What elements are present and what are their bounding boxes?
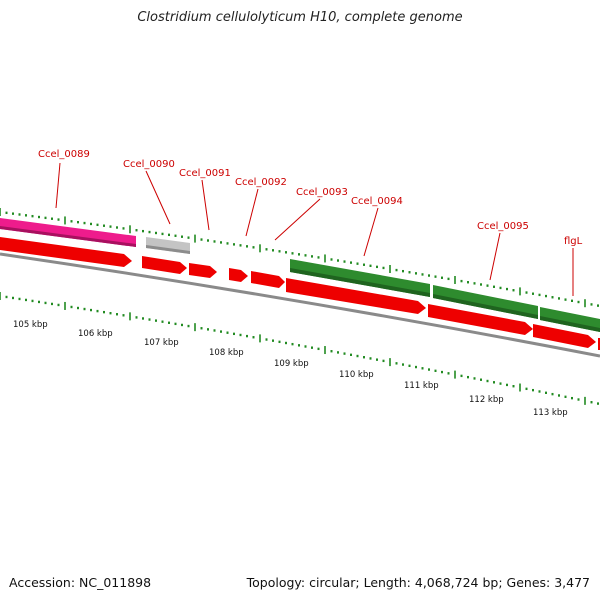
scale-label-106: 106 kbp bbox=[78, 329, 113, 339]
gene-labels: Ccel_0089 Ccel_0090 Ccel_0091 Ccel_0092 … bbox=[38, 149, 583, 247]
gene-label-leader-2 bbox=[201, 179, 210, 231]
gene-label-leader-6 bbox=[489, 232, 501, 281]
scale-labels: 105 kbp 106 kbp 107 kbp 108 kbp 109 kbp … bbox=[13, 320, 568, 418]
gene-label-flgl: flgL bbox=[564, 236, 583, 247]
gene-bar-ccel-0089-shade bbox=[0, 226, 136, 247]
cds-row bbox=[0, 237, 600, 350]
gene-label-leader-0 bbox=[55, 162, 61, 209]
cds-arrow-5 bbox=[251, 271, 285, 288]
genome-backbone bbox=[0, 252, 600, 358]
scale-label-110: 110 kbp bbox=[339, 370, 374, 380]
gene-row bbox=[0, 218, 600, 332]
gene-label-leader-1 bbox=[145, 170, 171, 225]
accession-text: Accession: NC_011898 bbox=[9, 575, 152, 590]
cds-arrow-8 bbox=[533, 324, 596, 348]
gene-bar-ccel-0094-shade bbox=[290, 268, 430, 297]
gene-label-ccel-0092: Ccel_0092 bbox=[235, 177, 287, 188]
scale-label-105: 105 kbp bbox=[13, 320, 48, 330]
gene-label-ccel-0094: Ccel_0094 bbox=[351, 196, 403, 207]
scale-label-109: 109 kbp bbox=[274, 359, 309, 369]
scale-label-107: 107 kbp bbox=[144, 338, 179, 348]
cds-arrow-4 bbox=[229, 268, 248, 282]
gene-bar-ccel-0095-shade bbox=[433, 294, 538, 319]
cds-arrow-6 bbox=[286, 278, 426, 314]
gene-label-leader-4 bbox=[274, 198, 321, 241]
map-title: Clostridium cellulolyticum H10, complete… bbox=[137, 10, 463, 25]
gene-label-leader-5 bbox=[363, 207, 379, 257]
gene-label-ccel-0095: Ccel_0095 bbox=[477, 221, 529, 232]
label-leaders bbox=[55, 162, 574, 296]
gene-label-ccel-0089: Ccel_0089 bbox=[38, 149, 90, 160]
cds-arrow-7 bbox=[428, 304, 533, 335]
tick-row-lower bbox=[0, 292, 599, 405]
scale-label-111: 111 kbp bbox=[404, 381, 439, 391]
cds-arrow-3 bbox=[189, 263, 217, 278]
scale-label-108: 108 kbp bbox=[209, 348, 244, 358]
cds-arrow-2 bbox=[142, 256, 187, 274]
gene-label-ccel-0090: Ccel_0090 bbox=[123, 159, 175, 170]
gene-bar-flgl-shade bbox=[540, 316, 600, 332]
tick-row-upper bbox=[0, 208, 599, 308]
gene-bar-ccel-0090-shade bbox=[146, 245, 190, 254]
gene-label-ccel-0091: Ccel_0091 bbox=[179, 168, 231, 179]
gene-label-ccel-0093: Ccel_0093 bbox=[296, 187, 348, 198]
genome-summary-text: Topology: circular; Length: 4,068,724 bp… bbox=[246, 575, 590, 590]
scale-label-113: 113 kbp bbox=[533, 408, 568, 418]
gene-label-leader-3 bbox=[245, 188, 259, 237]
scale-label-112: 112 kbp bbox=[469, 395, 504, 405]
cds-arrow-1 bbox=[0, 237, 132, 267]
